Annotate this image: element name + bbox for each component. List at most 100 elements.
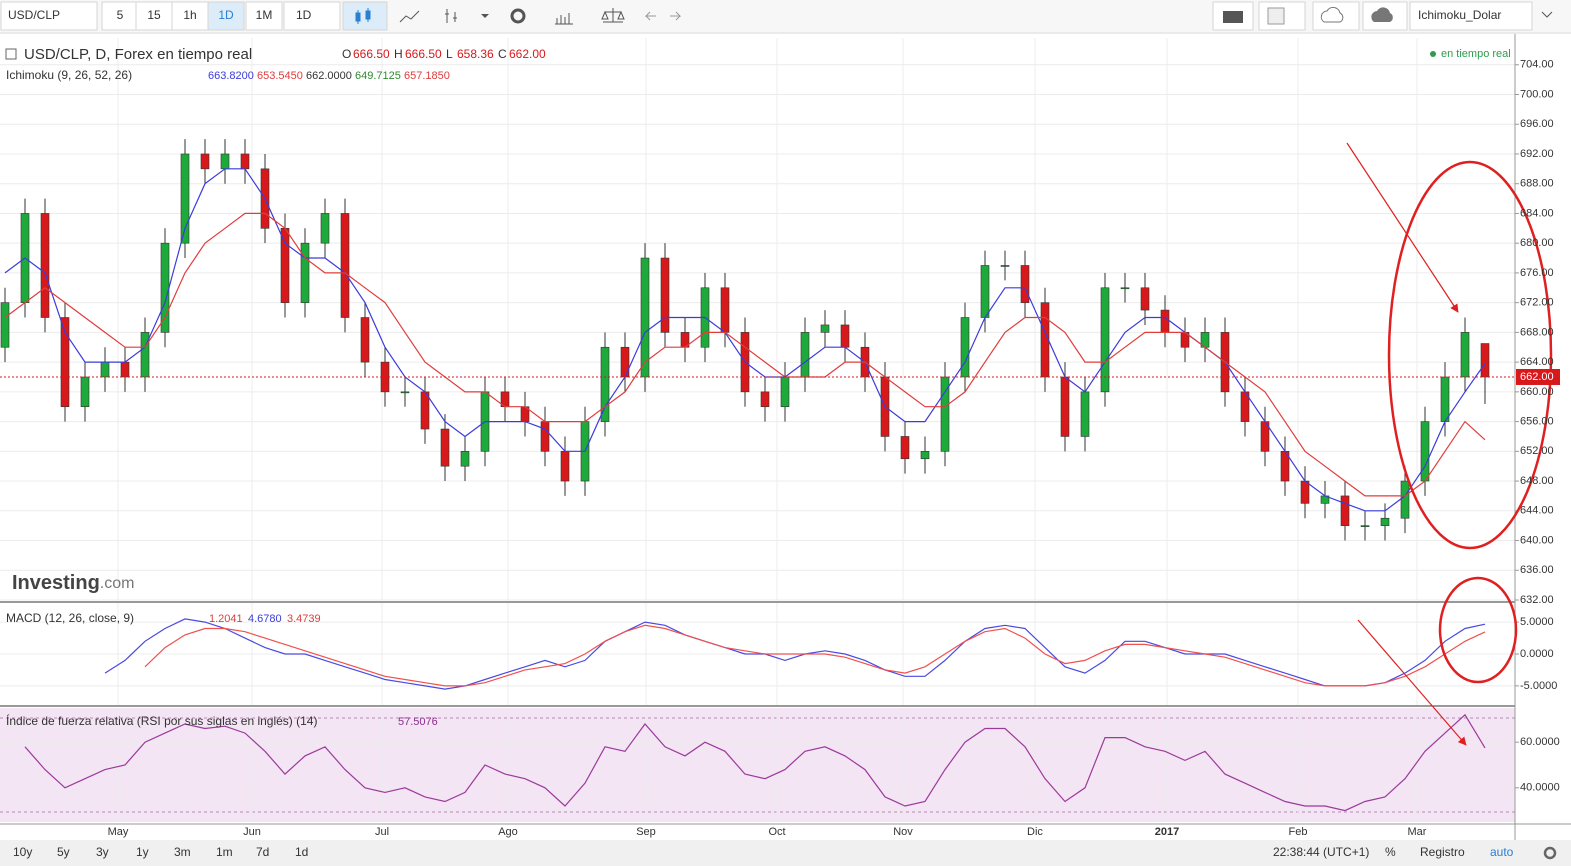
x-tick-label: Nov xyxy=(893,826,913,838)
interval-button[interactable] xyxy=(207,1,245,31)
candle-body xyxy=(420,391,430,430)
ohlc-value: 662.00 xyxy=(509,47,546,61)
series-line xyxy=(144,624,1486,687)
interval-group: 5 15 1h 1D 1M 1D xyxy=(101,1,341,31)
x-tick-label: May xyxy=(108,826,129,838)
candle-body xyxy=(440,428,450,467)
cloud-load[interactable] xyxy=(1312,1,1360,31)
candle-body xyxy=(140,332,150,378)
range-button[interactable]: 1y xyxy=(136,845,149,859)
candle-body xyxy=(340,213,350,318)
y-tick-label: 648.00 xyxy=(1520,475,1554,487)
grid xyxy=(0,38,1519,822)
range-button[interactable]: 7d xyxy=(256,845,269,859)
cloud-icon xyxy=(1371,7,1393,22)
dropdown[interactable] xyxy=(481,14,489,18)
y-tick-label: 632.00 xyxy=(1520,594,1554,606)
redo-icon[interactable] xyxy=(670,11,682,21)
interval-label[interactable]: 5 xyxy=(117,8,124,22)
color-swatch xyxy=(1267,7,1285,25)
interval-label[interactable]: 1D xyxy=(296,8,312,22)
x-tick-label: Jun xyxy=(243,826,261,838)
compare-icon[interactable] xyxy=(601,8,625,23)
candle-body xyxy=(460,451,470,467)
y-tick-label: 656.00 xyxy=(1520,415,1554,427)
candle-body xyxy=(760,391,770,408)
color-button[interactable] xyxy=(1258,1,1306,31)
undo-icon[interactable] xyxy=(644,11,656,21)
candle-body xyxy=(1000,265,1010,267)
interval-button[interactable] xyxy=(101,1,139,31)
annotation-circle xyxy=(1387,160,1553,550)
candle-body xyxy=(200,153,210,170)
candle-body xyxy=(1360,525,1370,527)
marks xyxy=(0,139,1515,812)
series-line xyxy=(24,713,1486,812)
candle-body xyxy=(220,153,230,170)
ohlc-legend: O 666.50 H 666.50 L 658.36 C 662.00 xyxy=(342,47,546,61)
candles-button[interactable] xyxy=(342,1,388,31)
log-toggle[interactable]: Registro xyxy=(1420,845,1465,859)
collapse-icon[interactable] xyxy=(5,48,17,60)
candle-body xyxy=(960,317,970,378)
y-tick-label: 672.00 xyxy=(1520,297,1554,309)
y-tick-label: 676.00 xyxy=(1520,267,1554,279)
settings-icon[interactable] xyxy=(510,8,526,24)
logo: Investing.com xyxy=(12,572,134,594)
candle-body xyxy=(360,317,370,363)
candle-body xyxy=(1480,343,1490,378)
range-button[interactable]: 5y xyxy=(57,845,70,859)
line-icon[interactable] xyxy=(399,10,420,23)
indicator-value: 57.5076 xyxy=(398,716,438,728)
symbol-box[interactable] xyxy=(0,1,98,31)
candle-body xyxy=(180,153,190,244)
footer-settings[interactable] xyxy=(1543,846,1557,860)
y-tick-label: 680.00 xyxy=(1520,237,1554,249)
candle-body xyxy=(320,213,330,244)
live-dot xyxy=(1430,51,1436,57)
y-tick-label: 692.00 xyxy=(1520,148,1554,160)
layout-dropdown[interactable] xyxy=(1541,11,1553,18)
x-tick-label: Feb xyxy=(1289,826,1308,838)
y-tick-label: 704.00 xyxy=(1520,59,1554,71)
y-tick-label: 664.00 xyxy=(1520,356,1554,368)
indicator-value: 4.6780 xyxy=(248,613,282,625)
ichimoku-values: 663.8200 653.5450 662.0000 649.7125 657.1850 xyxy=(208,70,450,82)
auto-toggle[interactable]: auto xyxy=(1490,845,1514,859)
candle-body xyxy=(300,242,310,303)
x-tick-label: 2017 xyxy=(1155,826,1179,838)
range-button[interactable]: 3m xyxy=(174,845,191,859)
interval-label[interactable]: 15 xyxy=(147,8,161,22)
range-button[interactable]: 10y xyxy=(13,845,32,859)
range-button[interactable]: 1m xyxy=(216,845,233,859)
y-tick-label: 5.0000 xyxy=(1520,616,1554,628)
candle-body xyxy=(820,324,830,333)
interval-button[interactable] xyxy=(283,1,341,31)
bars-icon[interactable] xyxy=(445,9,457,23)
interval-button[interactable] xyxy=(245,1,283,31)
macd-values: 1.2041 4.6780 3.4739 xyxy=(209,613,321,625)
candle-body xyxy=(720,287,730,333)
indicators-icon[interactable] xyxy=(555,13,573,25)
candle-body xyxy=(40,213,50,318)
interval-label[interactable]: 1M xyxy=(256,8,273,22)
candle-body xyxy=(120,361,130,378)
interval-label[interactable]: 1D xyxy=(218,8,234,22)
percent-toggle[interactable]: % xyxy=(1385,845,1396,859)
candle-body xyxy=(280,228,290,303)
candles-icon xyxy=(355,8,371,24)
interval-label[interactable]: 1h xyxy=(183,8,196,22)
layout-name[interactable]: Ichimoku_Dolar xyxy=(1418,8,1501,22)
symbol[interactable]: USD/CLP xyxy=(8,8,60,22)
interval-button[interactable] xyxy=(135,1,173,31)
cloud-icon xyxy=(1320,6,1344,23)
y-tick-label: 668.00 xyxy=(1520,326,1554,338)
range-button[interactable]: 3y xyxy=(96,845,109,859)
interval-button[interactable] xyxy=(171,1,209,31)
layout-box[interactable] xyxy=(1409,1,1533,31)
range-button[interactable]: 1d xyxy=(295,845,308,859)
logo-suffix: .com xyxy=(100,575,135,592)
indicator-value: 663.8200 xyxy=(208,70,254,82)
candle-body xyxy=(1120,287,1130,290)
